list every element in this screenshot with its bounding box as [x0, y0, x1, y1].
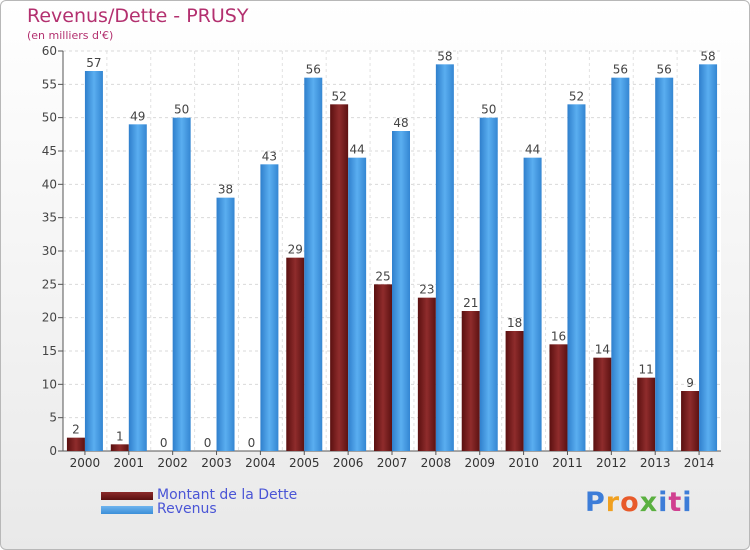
y-tick-label: 40: [42, 177, 57, 191]
data-label-revenus: 44: [525, 143, 540, 157]
bar-revenus: [392, 131, 410, 451]
bar-revenus: [348, 157, 367, 451]
y-tick-label: 10: [42, 377, 57, 391]
data-labels: 2571490500380432956524425482358215018441…: [72, 49, 716, 450]
data-label-revenus: 58: [437, 49, 452, 63]
y-tick-label: 50: [42, 111, 57, 125]
x-tick-label: 2007: [377, 456, 408, 470]
bar-dette: [110, 444, 129, 451]
x-tick-label: 2011: [552, 456, 583, 470]
bar-dette: [681, 391, 700, 451]
bar-dette: [374, 284, 392, 451]
data-label-dette: 14: [595, 343, 610, 357]
y-tick-label: 30: [42, 244, 57, 258]
y-tick-label: 0: [49, 444, 57, 458]
data-label-dette: 9: [686, 376, 694, 390]
y-tick-label: 25: [42, 277, 57, 291]
bar-revenus: [435, 64, 454, 452]
data-label-dette: 23: [419, 283, 434, 297]
bar-revenus: [523, 157, 542, 451]
data-label-dette: 18: [507, 316, 522, 330]
bar-revenus: [611, 77, 630, 452]
data-label-dette: 0: [160, 436, 168, 450]
bar-dette: [593, 357, 612, 451]
data-label-dette: 21: [463, 296, 478, 310]
bar-revenus: [260, 164, 279, 452]
y-tick-label: 45: [42, 144, 57, 158]
legend-item-revenus: Revenus: [101, 501, 401, 518]
data-label-revenus: 56: [306, 63, 321, 77]
bar-dette: [330, 104, 349, 451]
x-tick-label: 2003: [201, 456, 232, 470]
bar-revenus: [216, 197, 235, 451]
bar-revenus: [567, 104, 586, 451]
bar-revenus: [304, 77, 323, 452]
data-label-revenus: 44: [349, 143, 364, 157]
x-tick-label: 2010: [508, 456, 539, 470]
data-label-dette: 0: [204, 436, 212, 450]
y-tick-label: 5: [49, 411, 57, 425]
data-label-dette: 0: [248, 436, 256, 450]
data-label-revenus: 50: [481, 103, 496, 117]
data-label-dette: 29: [288, 243, 303, 257]
data-label-revenus: 50: [174, 103, 189, 117]
x-tick-label: 2000: [70, 456, 101, 470]
y-tick-label: 15: [42, 344, 57, 358]
bar-revenus: [699, 64, 718, 452]
chart-subtitle: (en milliers d'€): [27, 29, 114, 42]
data-label-revenus: 43: [262, 149, 277, 163]
bars: [66, 64, 718, 452]
x-tick-label: 2012: [596, 456, 627, 470]
legend-swatch-revenus: [101, 506, 153, 514]
bar-dette: [637, 377, 656, 451]
bar-dette: [461, 311, 480, 451]
data-label-dette: 25: [375, 269, 390, 283]
proxiti-logo: Proxiti: [585, 487, 693, 518]
x-tick-label: 2008: [421, 456, 452, 470]
data-label-revenus: 52: [569, 89, 584, 103]
x-tick-label: 2001: [114, 456, 145, 470]
legend-label-dette: Montant de la Dette: [157, 487, 298, 503]
chart-title: Revenus/Dette - PRUSY: [27, 5, 249, 27]
bar-revenus: [172, 117, 191, 452]
y-tick-label: 20: [42, 311, 57, 325]
data-label-dette: 16: [551, 329, 566, 343]
x-tick-label: 2014: [684, 456, 715, 470]
x-tick-label: 2002: [157, 456, 188, 470]
data-label-revenus: 56: [657, 63, 672, 77]
data-label-dette: 2: [72, 423, 80, 437]
x-tick-label: 2009: [464, 456, 495, 470]
x-tick-label: 2006: [333, 456, 364, 470]
bar-revenus: [479, 117, 498, 452]
bar-revenus: [84, 71, 103, 451]
bar-dette: [505, 331, 524, 451]
data-label-dette: 52: [331, 89, 346, 103]
data-label-revenus: 56: [613, 63, 628, 77]
legend-swatch-dette: [101, 492, 153, 500]
x-tick-label: 2004: [245, 456, 276, 470]
bar-revenus: [655, 77, 674, 452]
data-label-dette: 1: [116, 429, 124, 443]
data-label-revenus: 57: [86, 56, 101, 70]
bar-dette: [417, 297, 436, 451]
legend-label-revenus: Revenus: [157, 501, 217, 517]
bar-dette: [549, 344, 568, 451]
data-label-revenus: 48: [393, 116, 408, 130]
legend-item-dette: Montant de la Dette: [101, 487, 401, 504]
bar-revenus: [128, 124, 147, 451]
data-label-dette: 11: [639, 363, 654, 377]
bar-dette: [286, 257, 305, 451]
bar-dette: [66, 437, 85, 451]
data-label-revenus: 49: [130, 109, 145, 123]
data-label-revenus: 58: [700, 49, 715, 63]
y-tick-label: 55: [42, 77, 57, 91]
y-tick-label: 35: [42, 211, 57, 225]
data-label-revenus: 38: [218, 183, 233, 197]
x-tick-label: 2005: [289, 456, 320, 470]
x-tick-label: 2013: [640, 456, 671, 470]
y-tick-label: 60: [42, 44, 57, 58]
